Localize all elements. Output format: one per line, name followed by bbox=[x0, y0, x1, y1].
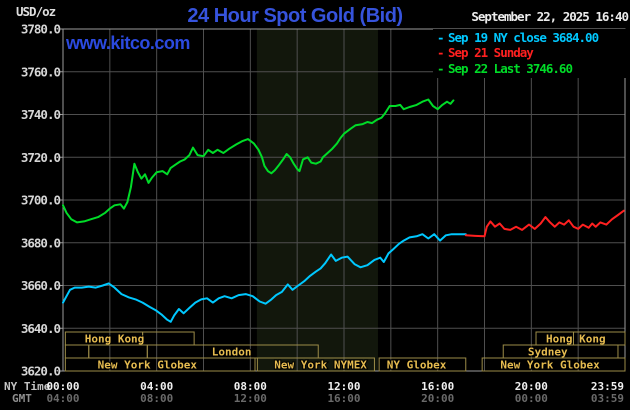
series-line-sep-22-last bbox=[62, 98, 455, 224]
y-tick-label: 3780.0 bbox=[21, 22, 61, 37]
session-label: Hong Kong bbox=[85, 333, 145, 346]
x-tick-label-ny: 23:59 bbox=[591, 380, 624, 393]
x-tick-label-gmt: 08:00 bbox=[140, 392, 173, 405]
page-title: 24 Hour Spot Gold (Bid) bbox=[187, 5, 403, 27]
legend-dash-icon: - bbox=[437, 45, 445, 61]
legend-item-sep19: - Sep 19 NY close 3684.00 bbox=[437, 30, 630, 45]
x-axis-gmt-label: GMT bbox=[12, 392, 32, 405]
x-tick-label-gmt: 04:00 bbox=[46, 392, 79, 405]
y-tick-label: 3700.0 bbox=[21, 193, 61, 208]
y-tick-label: 3680.0 bbox=[21, 235, 61, 250]
session-box bbox=[88, 344, 148, 359]
session-box bbox=[64, 344, 90, 359]
legend-dash-icon: - bbox=[437, 30, 445, 45]
legend-item-sep22: - Sep 22 Last 3746.60 bbox=[437, 61, 630, 76]
session-box bbox=[142, 331, 195, 346]
session-label: New York Globex bbox=[98, 359, 198, 372]
session-box bbox=[378, 357, 467, 372]
timestamp-label: September 22, 2025 16:40 bbox=[471, 9, 629, 24]
series-line-sep-21-sunday bbox=[464, 209, 625, 238]
legend-label: Sep 21 Sunday bbox=[448, 45, 534, 61]
session-box bbox=[256, 357, 375, 372]
x-tick-label-gmt: 20:00 bbox=[421, 392, 454, 405]
series-line-sep-19-ny-close bbox=[62, 233, 467, 323]
x-tick-label-ny: 12:00 bbox=[327, 380, 360, 393]
y-tick-label: 3720.0 bbox=[21, 150, 61, 165]
x-tick-label-ny: 04:00 bbox=[140, 380, 173, 393]
x-tick-label-gmt: 03:59 bbox=[591, 392, 624, 405]
x-tick-label-ny: 20:00 bbox=[515, 380, 548, 393]
kitco-watermark-link[interactable]: www.kitco.com bbox=[66, 33, 190, 53]
x-tick-label-ny: 08:00 bbox=[234, 380, 267, 393]
legend-item-sep21: - Sep 21 Sunday bbox=[437, 45, 630, 60]
session-label: NY Globex bbox=[387, 359, 447, 372]
x-axis-ny-time-label: NY Time bbox=[4, 380, 51, 393]
session-box bbox=[64, 357, 256, 372]
session-label: Sydney bbox=[528, 346, 568, 359]
x-tick-label-gmt: 00:00 bbox=[515, 392, 548, 405]
x-tick-label-ny: 00:00 bbox=[46, 380, 79, 393]
y-axis-unit-label: USD/oz bbox=[16, 4, 56, 19]
session-label: London bbox=[212, 346, 252, 359]
x-tick-label-gmt: 12:00 bbox=[234, 392, 267, 405]
session-label: New York NYMEX bbox=[274, 359, 367, 372]
x-tick-label-ny: 16:00 bbox=[421, 380, 454, 393]
legend-dash-icon: - bbox=[437, 60, 445, 76]
legend-label: Sep 22 Last 3746.60 bbox=[448, 60, 573, 76]
y-tick-label: 3660.0 bbox=[21, 278, 61, 293]
session-label: Hong Kong bbox=[546, 333, 606, 346]
chart-legend: - Sep 19 NY close 3684.00 - Sep 21 Sunday … bbox=[433, 29, 630, 79]
y-tick-label: 3760.0 bbox=[21, 64, 61, 79]
session-label: New York Globex bbox=[500, 359, 600, 372]
x-tick-label-gmt: 16:00 bbox=[327, 392, 360, 405]
legend-label: Sep 19 NY close 3684.00 bbox=[448, 30, 599, 45]
session-box bbox=[481, 357, 626, 372]
y-tick-label: 3740.0 bbox=[21, 107, 61, 122]
y-tick-label: 3640.0 bbox=[21, 321, 61, 336]
y-tick-label: 3620.0 bbox=[21, 364, 61, 379]
